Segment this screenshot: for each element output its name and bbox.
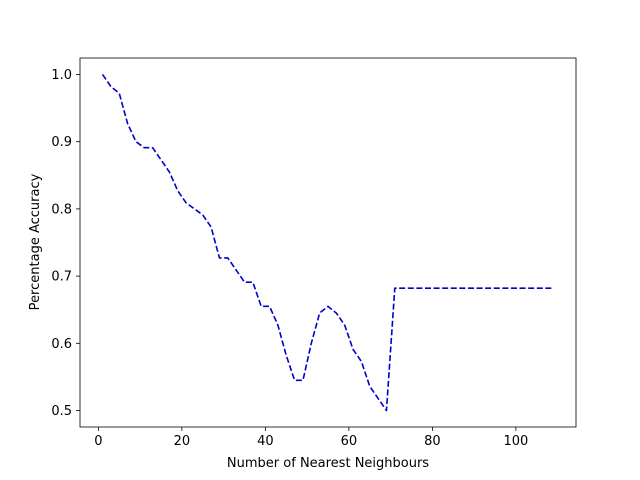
y-axis-label: Percentage Accuracy [28, 173, 43, 310]
x-axis-label: Number of Nearest Neighbours [227, 456, 429, 471]
x-tick-label: 100 [503, 434, 528, 449]
y-tick-label: 0.7 [51, 270, 72, 285]
x-tick-label: 60 [341, 434, 358, 449]
axes-frame [79, 57, 577, 428]
x-tick-label: 80 [424, 434, 441, 449]
y-axis-ticks: 0.5 0.6 0.7 0.8 0.9 1.0 [51, 68, 80, 419]
y-tick-label: 0.5 [51, 404, 72, 419]
y-tick-label: 0.6 [51, 337, 72, 352]
y-tick-label: 0.9 [51, 135, 72, 150]
series-layer [101, 74, 554, 412]
series-line-accuracy [101, 74, 554, 412]
y-tick-label: 0.8 [51, 202, 72, 217]
x-axis-ticks: 0 20 40 60 80 100 [94, 427, 528, 449]
x-tick-label: 40 [257, 434, 274, 449]
y-tick-label: 1.0 [51, 68, 72, 83]
x-tick-label: 20 [174, 434, 191, 449]
x-tick-label: 0 [94, 434, 102, 449]
